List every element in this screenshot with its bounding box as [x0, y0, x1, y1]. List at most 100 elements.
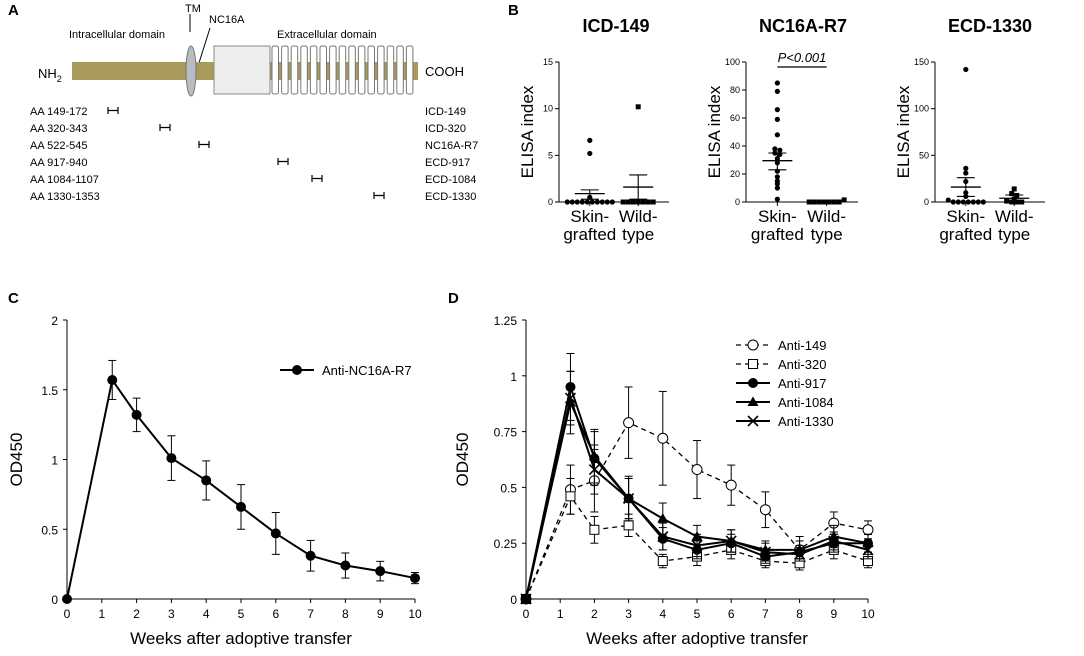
peptide-marker	[311, 175, 323, 182]
panel-a-label: A	[8, 2, 19, 19]
data-point	[589, 524, 600, 535]
collagen-repeat-block	[396, 45, 404, 95]
x-tick-label: 10	[861, 607, 875, 621]
data-point	[657, 513, 669, 523]
x-tick-label: 6	[272, 607, 279, 621]
y-tick-label: 100	[725, 57, 740, 67]
peptide-aa-label: AA 1084-1107	[30, 174, 99, 186]
data-point	[841, 197, 847, 203]
panel-c-label: C	[8, 290, 19, 307]
collagen-repeat-block	[348, 45, 356, 95]
x-tick-label: Wild-	[995, 207, 1034, 226]
series-anti-nc16a-r7	[62, 359, 420, 604]
data-point	[609, 199, 615, 205]
legend-item: Anti-149	[736, 338, 826, 353]
data-point	[777, 147, 783, 153]
x-tick-label: 3	[625, 607, 632, 621]
data-point	[305, 550, 316, 561]
peptide-aa-label: AA 917-940	[30, 157, 88, 169]
chart-title: NC16A-R7	[759, 16, 847, 36]
y-tick-label: 2	[51, 314, 58, 328]
data-point	[587, 150, 593, 157]
series-anti-1330	[520, 370, 874, 605]
nh2-label: NH2	[38, 66, 62, 84]
x-tick-label: Skin-	[946, 207, 985, 226]
collagen-repeat-block	[357, 45, 366, 95]
data-point	[747, 396, 759, 406]
data-point	[975, 199, 981, 205]
data-point	[520, 593, 532, 605]
legend-label: Anti-149	[778, 338, 826, 353]
x-tick-label: type	[622, 225, 654, 244]
data-point	[635, 199, 641, 205]
x-tick-label: 8	[342, 607, 349, 621]
x-tick-label: 7	[762, 607, 769, 621]
data-point	[963, 165, 969, 171]
series-line	[525, 399, 869, 600]
y-tick-label: 0	[510, 593, 517, 607]
data-point	[828, 535, 840, 547]
data-point	[292, 365, 302, 375]
collagen-repeat-block	[300, 45, 308, 95]
data-point	[965, 199, 971, 205]
data-point	[657, 556, 668, 567]
data-point	[725, 535, 737, 547]
data-point	[691, 539, 703, 551]
legend-label: Anti-NC16A-R7	[322, 363, 412, 378]
data-point	[594, 199, 600, 205]
data-point	[166, 453, 177, 464]
legend-label: Anti-1084	[778, 395, 834, 410]
data-point	[1009, 199, 1015, 205]
peptide-aa-label: AA 522-545	[30, 140, 88, 152]
y-axis-label: ELISA index	[518, 85, 537, 178]
data-point	[625, 199, 631, 205]
y-tick-label: 80	[730, 85, 740, 95]
data-point	[645, 199, 651, 205]
collagen-repeat-block	[386, 45, 395, 95]
data-point	[657, 530, 669, 543]
panel-d-label: D	[448, 290, 459, 307]
collagen-repeat-block	[290, 45, 299, 95]
data-point	[794, 548, 806, 560]
data-point	[774, 116, 780, 122]
data-point	[1011, 186, 1017, 192]
y-tick-label: 0	[735, 197, 740, 207]
x-tick-label: 6	[728, 607, 735, 621]
y-axis-label: ELISA index	[705, 85, 724, 178]
legend-item: Anti-1084	[736, 395, 834, 410]
peptide-name-label: ICD-149	[425, 106, 466, 118]
data-point	[950, 199, 956, 205]
y-tick-label: 1.5	[41, 384, 58, 398]
x-tick-label: Wild-	[619, 207, 658, 226]
x-tick-label: 8	[796, 607, 803, 621]
data-point	[772, 146, 778, 152]
data-point	[650, 199, 656, 205]
data-point	[747, 339, 759, 351]
y-tick-label: 0.75	[494, 426, 518, 440]
panel-a: A Intracellular domain Extracellular dom…	[8, 2, 478, 203]
data-point	[955, 199, 961, 205]
x-tick-label: 5	[694, 607, 701, 621]
y-tick-label: 1.25	[494, 314, 518, 328]
data-point	[410, 573, 420, 584]
x-tick-label: grafted	[751, 225, 804, 244]
x-tick-label: 0	[523, 607, 530, 621]
data-point	[62, 594, 72, 604]
y-tick-label: 5	[548, 150, 553, 160]
extracellular-domain-label: Extracellular domain	[277, 29, 377, 41]
y-tick-label: 40	[730, 141, 740, 151]
data-point	[759, 504, 771, 516]
peptide-marker	[107, 107, 119, 114]
data-point	[1009, 191, 1015, 197]
peptide-name-label: ICD-320	[425, 123, 466, 135]
data-point	[107, 374, 118, 385]
cooh-label: COOH	[425, 64, 464, 79]
data-point	[980, 199, 986, 205]
x-tick-label: 2	[133, 607, 140, 621]
legend-label: Anti-320	[778, 357, 826, 372]
peptide-name-label: ECD-1084	[425, 174, 476, 186]
nc16a-label: NC16A	[209, 14, 245, 26]
chart-icd-149: ICD-149 ELISA index 0 5 10 15 Skin-graftedWild…	[518, 16, 669, 244]
series-line	[525, 421, 869, 600]
x-tick-label: grafted	[563, 225, 616, 244]
